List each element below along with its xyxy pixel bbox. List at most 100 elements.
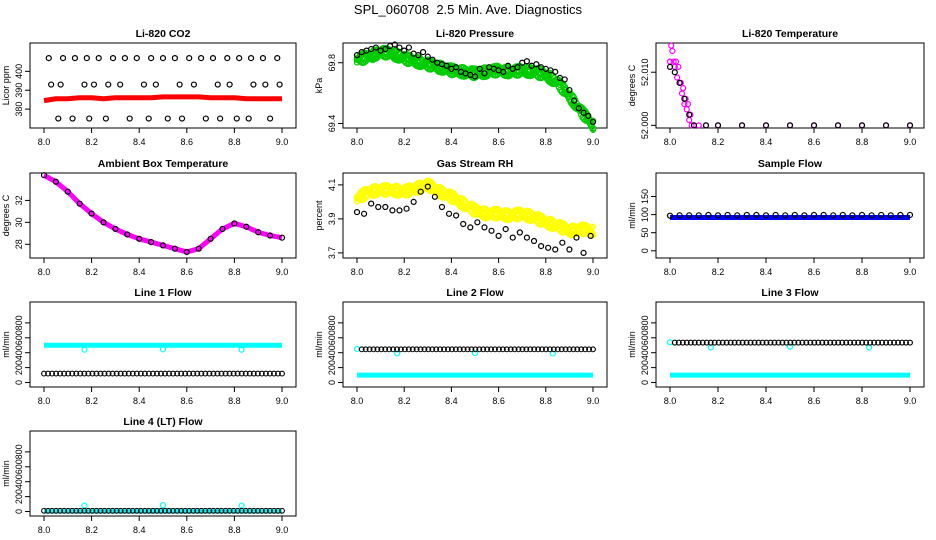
data-point: [49, 370, 56, 377]
data-point: [267, 115, 274, 122]
data-point: [743, 339, 750, 346]
data-point: [218, 507, 225, 514]
series-1-min-dips: [353, 345, 556, 357]
y-tick-label: 52.010: [640, 58, 650, 86]
data-point: [686, 116, 693, 124]
data-point: [507, 346, 514, 353]
data-point: [158, 370, 164, 377]
data-point: [258, 507, 265, 514]
data-point: [699, 339, 706, 346]
data-point: [755, 339, 762, 346]
chart-title: Line 1 Flow: [134, 287, 192, 299]
data-point: [97, 370, 104, 377]
data-point: [566, 346, 573, 353]
y-tick-label: 400: [14, 345, 24, 360]
x-tick-label: 8.8: [856, 396, 869, 406]
data-point: [523, 346, 530, 353]
y-axis-label: ml/min: [1, 460, 11, 487]
data-point: [219, 225, 226, 233]
data-point: [866, 344, 873, 351]
data-point: [679, 339, 686, 346]
x-tick-label: 8.2: [85, 137, 98, 147]
data-point: [129, 370, 136, 377]
data-point: [133, 370, 140, 377]
data-point: [230, 370, 237, 377]
y-axis-label: Licor ppm: [1, 66, 11, 106]
data-point: [715, 339, 722, 346]
data-point: [85, 507, 92, 514]
data-point: [153, 370, 160, 377]
y-axis-label: degrees C: [627, 64, 637, 106]
data-point: [71, 55, 79, 62]
data-point: [772, 211, 779, 219]
data-point: [684, 100, 692, 108]
data-point: [734, 212, 741, 219]
series-2-5-min-avg: [666, 63, 914, 129]
x-tick-label: 8.6: [492, 137, 505, 147]
x-tick-label: 9.0: [904, 396, 917, 406]
data-point: [897, 211, 904, 219]
data-point: [152, 81, 159, 88]
y-tick-label: 600: [640, 330, 650, 345]
data-point: [448, 346, 455, 353]
data-point: [433, 346, 440, 353]
data-point: [582, 346, 589, 353]
data-point: [206, 507, 213, 514]
data-point: [231, 220, 238, 227]
data-point: [262, 370, 269, 377]
data-point: [803, 339, 810, 346]
data-point: [198, 370, 205, 377]
data-point: [445, 346, 451, 353]
data-point: [835, 339, 842, 346]
data-point: [472, 346, 479, 353]
data-point: [537, 243, 545, 250]
series-1-min: [666, 42, 914, 129]
x-tick-label: 8.0: [351, 267, 364, 277]
data-point: [571, 97, 578, 104]
x-tick-label: 8.6: [181, 267, 194, 277]
data-point: [467, 224, 474, 231]
data-point: [514, 64, 521, 71]
chart-panel-6: Sample Flow ml/min 8.0 8.2 8.4 8.6 8.8 9.0 0 50 10…: [627, 158, 925, 277]
data-point: [194, 507, 201, 514]
data-point: [450, 190, 457, 197]
data-point: [515, 346, 522, 353]
data-point: [394, 350, 401, 357]
data-point: [210, 507, 217, 514]
data-point: [714, 212, 722, 219]
y-tick-label: 200: [14, 489, 24, 504]
y-tick-label: 380: [14, 102, 24, 117]
data-point: [238, 502, 245, 509]
x-tick-label: 9.0: [276, 267, 289, 277]
data-point: [382, 45, 389, 53]
data-point: [810, 122, 818, 129]
data-point: [83, 55, 90, 62]
chart-title: Line 2 Flow: [446, 287, 504, 299]
data-point: [112, 225, 119, 233]
data-point: [243, 223, 250, 230]
data-point: [166, 370, 173, 377]
data-point: [827, 339, 834, 346]
x-tick-label: 8.4: [445, 137, 458, 147]
data-point: [691, 339, 698, 346]
data-point: [504, 62, 512, 69]
data-point: [762, 212, 770, 219]
x-tick-label: 8.6: [808, 137, 821, 147]
data-point: [787, 339, 794, 346]
y-tick-label: 400: [14, 64, 24, 79]
data-point: [539, 346, 545, 353]
data-point: [882, 122, 890, 129]
data-point: [471, 349, 479, 357]
data-point: [233, 115, 240, 122]
x-tick-label: 8.2: [398, 396, 411, 406]
y-tick-label: 600: [14, 330, 24, 345]
y-tick-label: 390: [14, 83, 24, 98]
data-point: [250, 507, 257, 514]
data-point: [141, 370, 148, 377]
data-point: [823, 339, 830, 346]
data-point: [214, 370, 221, 377]
data-point: [267, 232, 274, 239]
data-point: [89, 507, 96, 514]
series-2-5-min-avg: [353, 41, 597, 126]
data-point: [159, 502, 167, 509]
